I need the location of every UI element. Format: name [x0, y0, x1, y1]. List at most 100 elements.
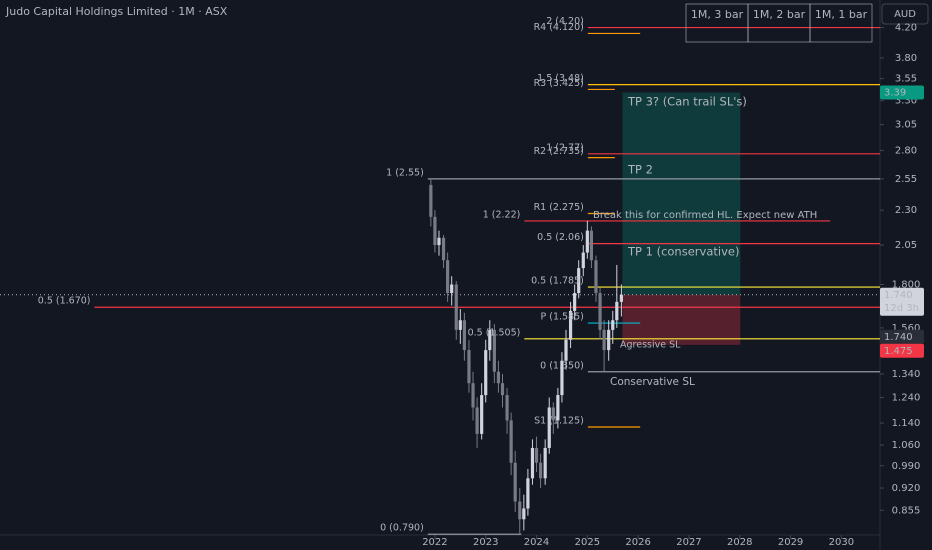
price-badge: [880, 85, 924, 100]
annotation: Conservative SL: [610, 376, 695, 388]
x-tick-label: 2022: [422, 537, 447, 548]
y-tick-label: 0.990: [892, 461, 921, 472]
interval-label: 1M, 2 bar: [753, 8, 806, 21]
x-tick-label: 2026: [625, 537, 650, 548]
candle-body: [433, 216, 437, 246]
candle-body: [429, 184, 433, 217]
candle-body: [458, 320, 462, 330]
candle-body: [484, 350, 488, 396]
y-tick-label: 2.30: [895, 205, 917, 216]
chart-title: Judo Capital Holdings Limited · 1M · ASX: [5, 5, 228, 18]
candle-body: [492, 329, 496, 372]
level-label: 0.5 (1.670): [38, 296, 91, 307]
candle-body: [543, 447, 547, 479]
level-label: R3 (3.425): [534, 78, 584, 89]
level-label: R2 (2.735): [534, 146, 584, 157]
y-tick-label: 1.140: [892, 418, 921, 429]
y-tick-label: 1.240: [892, 393, 921, 404]
candle-body: [513, 462, 517, 502]
candle-body: [556, 395, 560, 421]
x-tick-label: 2025: [575, 537, 600, 548]
candle-body: [573, 293, 577, 311]
candle-body: [462, 320, 466, 351]
level-label: 2 (4.20): [546, 16, 584, 27]
candle-body: [530, 447, 535, 479]
candle-body: [522, 508, 526, 520]
currency-button[interactable]: [881, 3, 929, 25]
candle-body: [488, 329, 492, 351]
candle-body: [509, 420, 513, 463]
candle-body: [437, 237, 441, 246]
candle-body: [526, 478, 530, 509]
target-zone: [622, 92, 741, 295]
level-label: 0.5 (1.785): [531, 276, 584, 287]
candle-body: [500, 383, 505, 396]
y-tick-label: 2.55: [895, 174, 917, 185]
level-label: 1.5 (3.48): [537, 73, 584, 84]
x-tick-label: 2028: [727, 537, 752, 548]
x-tick-label: 2027: [676, 537, 701, 548]
level-label: S1 (1.125): [534, 416, 584, 427]
background-layer: [0, 26, 880, 535]
y-tick-label: 3.05: [895, 120, 917, 131]
y-tick-label: 3.55: [895, 74, 917, 85]
interval-cell: [809, 3, 873, 43]
y-tick-label: 2.05: [895, 240, 917, 251]
y-tick-label: 1.800: [892, 280, 921, 291]
y-tick-label: 1.560: [892, 323, 921, 334]
x-tick-label: 2024: [524, 537, 549, 548]
candle-body: [534, 447, 539, 463]
candle-body: [539, 462, 543, 479]
level-label: 1 (2.77): [546, 142, 584, 153]
price-badge: [880, 329, 924, 344]
level-label: 1 (2.55): [386, 167, 424, 178]
candle-body: [581, 252, 585, 269]
price-badge-label: 1.475: [884, 346, 913, 357]
candle-body: [568, 310, 573, 340]
y-tick-label: 3.30: [895, 96, 917, 107]
price-badge: [880, 343, 924, 358]
candle-body: [598, 293, 602, 330]
price-badge-label: 1.740: [884, 332, 913, 343]
candle-body: [480, 395, 484, 434]
annotation: Agressive SL: [620, 340, 681, 351]
candle-body: [615, 301, 619, 321]
annotation: Break this for confirmed HL. Expect new …: [593, 210, 817, 221]
candle-body: [471, 383, 475, 408]
candle-body: [518, 501, 522, 520]
currency[interactable]: AUD: [894, 9, 916, 20]
x-tick-label: 2029: [778, 537, 803, 548]
stop-zone: [622, 294, 741, 345]
x-tick-label: 2023: [473, 537, 498, 548]
candle-body: [467, 350, 471, 384]
main-layer: [429, 178, 623, 535]
candle-body: [560, 360, 564, 396]
candle-body: [607, 329, 611, 351]
y-tick-label: 2.80: [895, 146, 917, 157]
price-badge-label: 3.39: [884, 88, 906, 99]
candle-body: [551, 407, 555, 421]
candle-body: [441, 237, 446, 261]
level-label: R1 (2.275): [534, 202, 584, 213]
interval-label: 1M, 1 bar: [815, 8, 868, 21]
y-tick-label: 1.060: [892, 440, 921, 451]
candle-body: [564, 339, 568, 361]
candle-body: [589, 230, 594, 261]
level-label: 0 (0.790): [380, 523, 424, 534]
y-tick-label: 0.855: [892, 505, 921, 516]
candle-body: [594, 260, 598, 294]
candle-body: [454, 284, 458, 330]
price-badge-label: 1.740: [884, 290, 913, 301]
level-label: R4 (4.120): [534, 22, 584, 33]
y-tick-label: 0.920: [892, 483, 921, 494]
interval-label: 1M, 3 bar: [691, 8, 744, 21]
annotation: TP 3? (Can trail SL's): [627, 95, 747, 109]
annotation: TP 1 (conservative): [627, 245, 739, 259]
x-tick-label: 2030: [829, 537, 854, 548]
candle-body: [446, 260, 450, 294]
candle-body: [585, 230, 589, 253]
candle-body: [547, 407, 551, 448]
candle-body: [602, 329, 606, 351]
